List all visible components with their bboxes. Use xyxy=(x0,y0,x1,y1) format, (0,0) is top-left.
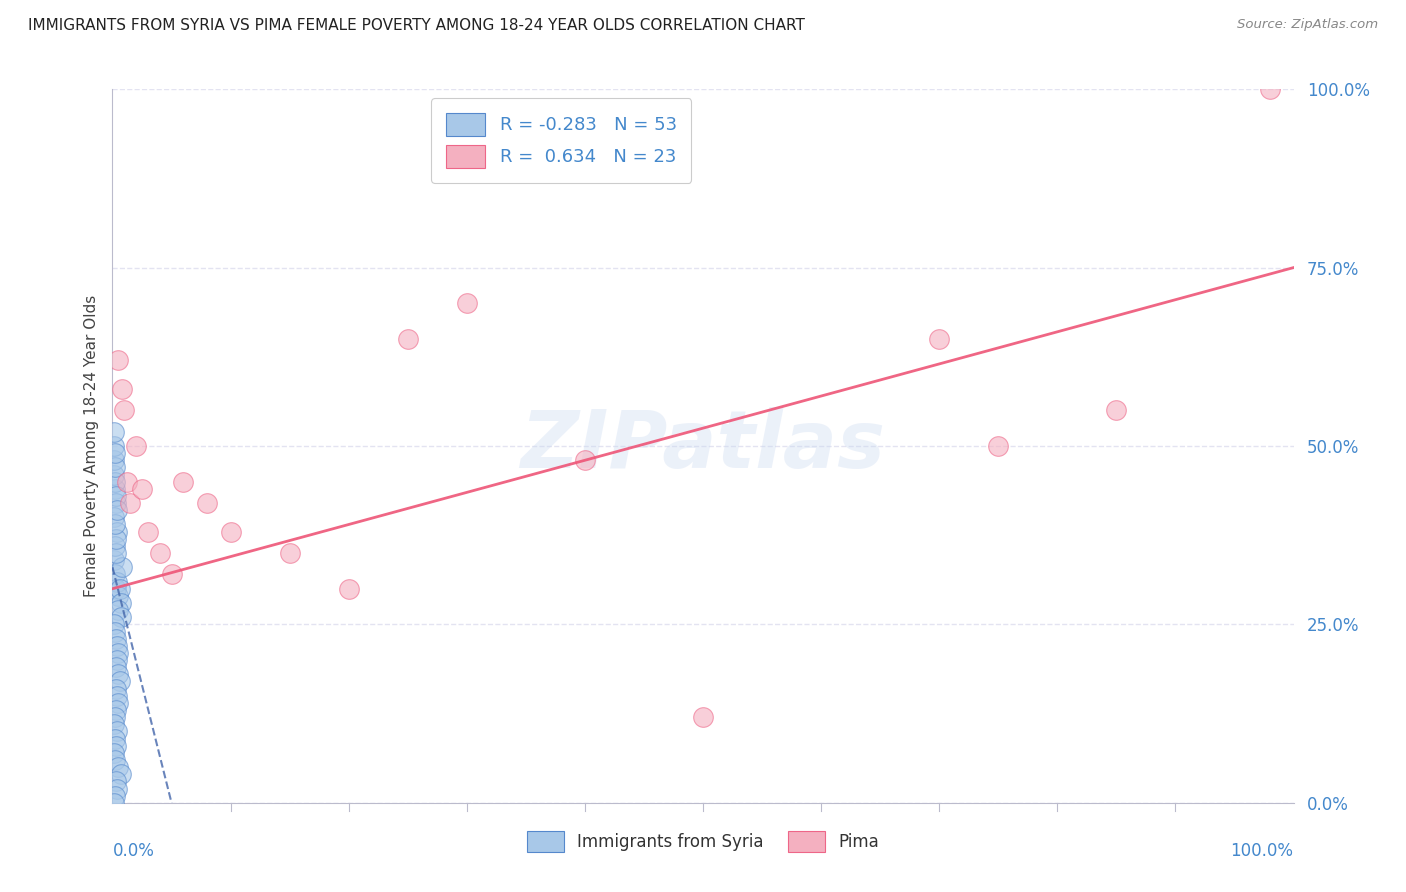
Point xyxy=(107,696,129,710)
Point xyxy=(105,489,128,503)
Point xyxy=(1105,403,1128,417)
Point xyxy=(103,425,125,439)
Point xyxy=(104,753,127,767)
Point xyxy=(337,582,360,596)
Point xyxy=(219,524,242,539)
Point xyxy=(120,496,142,510)
Point xyxy=(107,603,129,617)
Text: 0.0%: 0.0% xyxy=(112,842,155,860)
Point xyxy=(105,724,128,739)
Point xyxy=(103,510,125,524)
Point xyxy=(195,496,218,510)
Y-axis label: Female Poverty Among 18-24 Year Olds: Female Poverty Among 18-24 Year Olds xyxy=(83,295,98,597)
Legend: Immigrants from Syria, Pima: Immigrants from Syria, Pima xyxy=(520,824,886,859)
Point xyxy=(105,546,128,560)
Point xyxy=(692,710,714,724)
Point xyxy=(105,774,128,789)
Point xyxy=(131,482,153,496)
Point xyxy=(105,582,128,596)
Point xyxy=(1258,82,1281,96)
Point xyxy=(107,667,129,681)
Text: 100.0%: 100.0% xyxy=(1230,842,1294,860)
Point xyxy=(104,539,127,553)
Point xyxy=(108,674,131,689)
Point xyxy=(278,546,301,560)
Point xyxy=(105,703,128,717)
Point xyxy=(105,739,128,753)
Point xyxy=(103,439,125,453)
Point xyxy=(125,439,148,453)
Point xyxy=(103,717,125,731)
Point xyxy=(105,689,128,703)
Point xyxy=(110,767,132,781)
Point xyxy=(149,546,172,560)
Point xyxy=(105,653,128,667)
Point xyxy=(160,567,183,582)
Point xyxy=(115,475,138,489)
Point xyxy=(107,760,129,774)
Text: ZIPatlas: ZIPatlas xyxy=(520,407,886,485)
Point xyxy=(105,524,128,539)
Point xyxy=(107,646,129,660)
Point xyxy=(136,524,159,539)
Point xyxy=(105,781,128,796)
Point xyxy=(396,332,419,346)
Point xyxy=(103,553,125,567)
Point xyxy=(103,453,125,467)
Point xyxy=(112,403,135,417)
Point xyxy=(104,567,127,582)
Point xyxy=(104,482,127,496)
Point xyxy=(105,496,128,510)
Point xyxy=(987,439,1010,453)
Point xyxy=(111,382,134,396)
Point xyxy=(105,660,128,674)
Point xyxy=(456,296,478,310)
Point xyxy=(104,475,127,489)
Point xyxy=(104,710,127,724)
Point xyxy=(105,639,128,653)
Point xyxy=(111,560,134,574)
Point xyxy=(104,789,127,803)
Point xyxy=(103,467,125,482)
Point xyxy=(574,453,596,467)
Text: Source: ZipAtlas.com: Source: ZipAtlas.com xyxy=(1237,18,1378,31)
Point xyxy=(107,353,129,368)
Point xyxy=(104,624,127,639)
Point xyxy=(105,681,128,696)
Point xyxy=(105,632,128,646)
Point xyxy=(105,574,128,589)
Point xyxy=(107,589,129,603)
Point xyxy=(108,582,131,596)
Point xyxy=(105,532,128,546)
Point xyxy=(103,746,125,760)
Point xyxy=(110,596,132,610)
Point xyxy=(104,446,127,460)
Point xyxy=(110,610,132,624)
Point xyxy=(104,731,127,746)
Point xyxy=(103,796,125,810)
Point xyxy=(928,332,950,346)
Text: IMMIGRANTS FROM SYRIA VS PIMA FEMALE POVERTY AMONG 18-24 YEAR OLDS CORRELATION C: IMMIGRANTS FROM SYRIA VS PIMA FEMALE POV… xyxy=(28,18,806,33)
Point xyxy=(172,475,194,489)
Point xyxy=(104,460,127,475)
Point xyxy=(104,517,127,532)
Point xyxy=(105,503,128,517)
Point xyxy=(103,617,125,632)
